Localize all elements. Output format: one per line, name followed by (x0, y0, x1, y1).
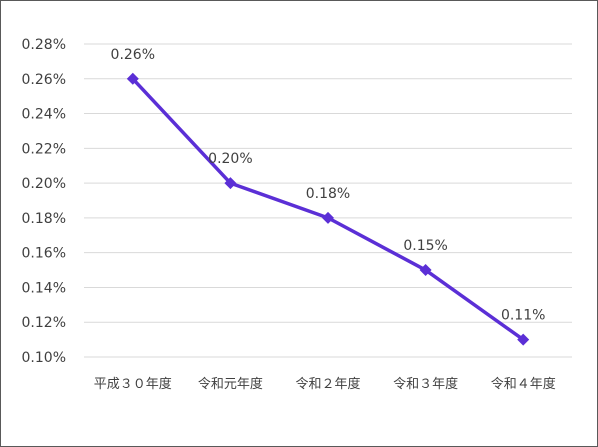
y-tick-label: 0.18% (22, 211, 66, 227)
series-line (131, 77, 525, 342)
y-tick-label: 0.28% (22, 37, 66, 53)
y-tick-label: 0.26% (22, 72, 66, 88)
data-point-marker (224, 177, 237, 190)
gridlines (84, 43, 572, 358)
x-category-label: 令和４年度 (491, 376, 556, 392)
x-category-label: 令和元年度 (198, 376, 263, 392)
data-point-marker (419, 264, 432, 277)
y-tick-label: 0.14% (22, 280, 66, 296)
x-axis-category-labels: 平成３０年度 令和元年度 令和２年度 令和３年度 令和４年度 (94, 376, 556, 392)
data-label: 0.11% (501, 308, 545, 324)
data-point-marker (322, 211, 334, 224)
y-tick-label: 0.10% (22, 350, 66, 366)
y-tick-label: 0.16% (22, 246, 66, 262)
data-point-marker (517, 333, 530, 346)
y-tick-label: 0.12% (22, 315, 66, 331)
y-axis-tick-labels: 0.10% 0.12% 0.14% 0.16% 0.18% 0.20% 0.22% 0.24%… (22, 37, 66, 366)
y-tick-label: 0.20% (22, 176, 66, 192)
data-label: 0.15% (403, 238, 447, 254)
data-labels: 0.26% 0.20% 0.18% 0.15% 0.11% (111, 47, 546, 324)
data-label: 0.26% (111, 47, 155, 63)
y-tick-label: 0.22% (22, 141, 66, 157)
x-category-label: 平成３０年度 (94, 376, 172, 392)
y-tick-label: 0.24% (22, 107, 66, 123)
x-category-label: 令和３年度 (393, 376, 458, 392)
data-point-marker (126, 72, 139, 85)
data-label: 0.18% (306, 186, 350, 202)
x-category-label: 令和２年度 (295, 376, 360, 392)
data-label: 0.20% (208, 151, 252, 167)
series-group (126, 72, 530, 346)
